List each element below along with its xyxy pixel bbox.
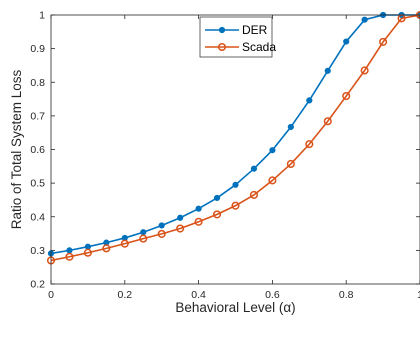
y-tick-label: 0.9	[30, 43, 45, 55]
data-point-der	[177, 214, 184, 221]
data-point-der	[66, 247, 73, 254]
legend-box	[199, 16, 273, 58]
y-tick-label: 0.7	[30, 110, 45, 122]
legend: DER Scada	[199, 16, 276, 58]
data-point-der	[140, 229, 147, 236]
x-tick-label: 0.8	[339, 289, 354, 301]
data-point-scada	[65, 252, 74, 261]
data-point-scada	[360, 66, 369, 75]
data-point-scada	[194, 217, 203, 226]
data-point-scada	[139, 234, 148, 243]
axes: 00.20.40.60.810.20.30.40.50.60.70.80.91	[30, 10, 420, 301]
data-point-scada	[213, 210, 222, 219]
data-point-scada	[157, 229, 166, 238]
data-point-der	[361, 16, 368, 23]
data-point-scada	[379, 37, 388, 46]
plot-border	[50, 14, 420, 285]
data-point-scada	[323, 117, 332, 126]
legend-marker-der	[218, 26, 226, 34]
x-tick-label: 0.4	[191, 289, 206, 301]
data-point-scada	[120, 239, 129, 248]
y-tick-label: 0.4	[30, 211, 45, 223]
legend-label-der: DER	[242, 23, 268, 37]
data-point-der	[213, 194, 221, 202]
x-axis-title: Behavioral Level (α)	[175, 300, 295, 315]
data-point-der	[306, 97, 313, 104]
data-point-der	[232, 181, 239, 188]
data-point-der	[343, 38, 350, 45]
y-tick-label: 0.3	[30, 245, 45, 257]
data-point-scada	[305, 140, 314, 149]
legend-marker-scada	[217, 42, 227, 52]
legend-label-scada: Scada	[242, 40, 276, 54]
x-tick-label: 0.2	[117, 289, 132, 301]
data-point-scada	[286, 159, 295, 169]
data-point-der	[269, 147, 276, 154]
data-point-scada	[231, 201, 240, 210]
data-point-der	[324, 67, 331, 74]
y-tick-label: 0.2	[30, 279, 45, 291]
series-line-scada	[50, 14, 420, 262]
y-tick-label: 1	[39, 10, 45, 22]
data-point-scada	[249, 190, 258, 199]
data-point-der	[250, 165, 258, 172]
plot-area	[51, 15, 420, 284]
data-point-der	[158, 222, 165, 229]
x-tick-label: 1	[417, 289, 420, 301]
y-tick-label: 0.6	[30, 144, 45, 156]
x-tick-label: 0.6	[265, 289, 280, 301]
data-point-scada	[176, 224, 185, 233]
data-point-scada	[342, 91, 351, 101]
data-point-der	[84, 243, 92, 250]
data-point-scada	[83, 248, 92, 257]
y-axis-title: Ratio of Total System Loss	[9, 69, 24, 229]
y-tick-label: 0.8	[30, 77, 45, 89]
data-point-der	[195, 205, 202, 212]
data-point-scada	[268, 176, 277, 185]
y-tick-label: 0.5	[30, 178, 45, 190]
data-point-scada	[102, 244, 111, 253]
x-tick-label: 0	[48, 289, 54, 301]
data-point-der	[287, 123, 294, 131]
